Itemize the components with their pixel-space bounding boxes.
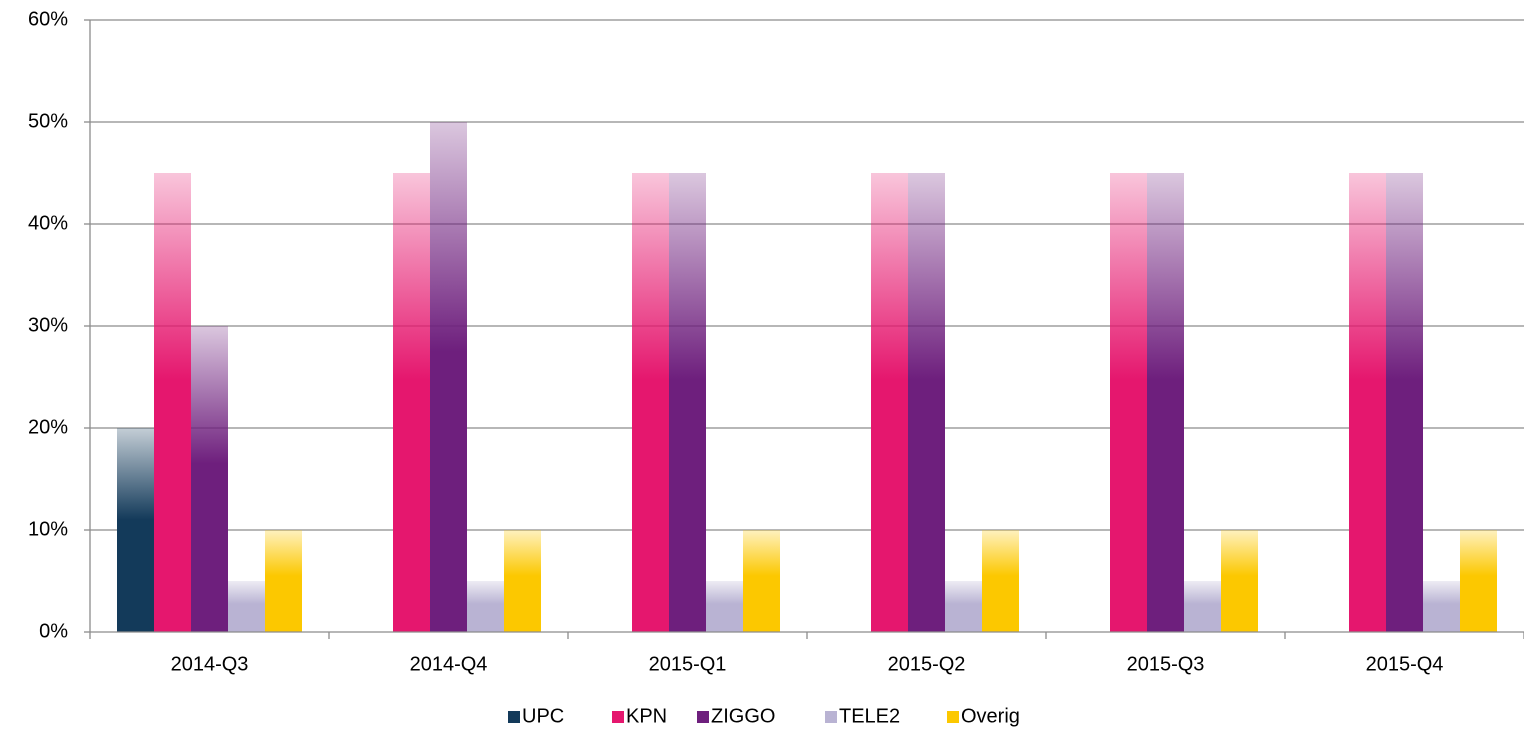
- bar: [1349, 173, 1386, 632]
- x-tick-label: 2015-Q4: [1366, 653, 1444, 675]
- bar: [1147, 173, 1184, 632]
- y-tick-label: 10%: [28, 518, 68, 540]
- bar: [1221, 530, 1258, 632]
- bar: [743, 530, 780, 632]
- bar: [1184, 581, 1221, 632]
- legend-swatch: [697, 711, 709, 723]
- bar: [467, 581, 504, 632]
- bar: [632, 173, 669, 632]
- bar: [504, 530, 541, 632]
- legend-swatch: [612, 711, 624, 723]
- bar: [117, 428, 154, 632]
- legend-swatch: [825, 711, 837, 723]
- bar: [1423, 581, 1460, 632]
- bar: [908, 173, 945, 632]
- bar: [945, 581, 982, 632]
- legend-label: UPC: [522, 705, 564, 727]
- x-tick-label: 2014-Q4: [410, 653, 488, 675]
- y-tick-label: 0%: [39, 620, 68, 642]
- x-tick-label: 2015-Q1: [649, 653, 727, 675]
- y-tick-label: 30%: [28, 314, 68, 336]
- bar: [982, 530, 1019, 632]
- legend-label: ZIGGO: [711, 705, 775, 727]
- legend-label: Overig: [961, 705, 1020, 727]
- legend-label: KPN: [626, 705, 667, 727]
- x-tick-label: 2015-Q3: [1127, 653, 1205, 675]
- bar: [1460, 530, 1497, 632]
- legend-label: TELE2: [839, 705, 900, 727]
- bar: [871, 173, 908, 632]
- bar: [265, 530, 302, 632]
- x-tick-label: 2014-Q3: [171, 653, 249, 675]
- bar: [1386, 173, 1423, 632]
- bar: [706, 581, 743, 632]
- y-tick-label: 20%: [28, 416, 68, 438]
- bar: [393, 173, 430, 632]
- y-tick-label: 50%: [28, 110, 68, 132]
- y-tick-label: 40%: [28, 212, 68, 234]
- bar: [228, 581, 265, 632]
- bar: [430, 122, 467, 632]
- y-tick-label: 60%: [28, 8, 68, 30]
- bar: [191, 326, 228, 632]
- bar: [154, 173, 191, 632]
- legend-swatch: [947, 711, 959, 723]
- bar: [1110, 173, 1147, 632]
- legend-swatch: [508, 711, 520, 723]
- x-tick-label: 2015-Q2: [888, 653, 966, 675]
- bar: [669, 173, 706, 632]
